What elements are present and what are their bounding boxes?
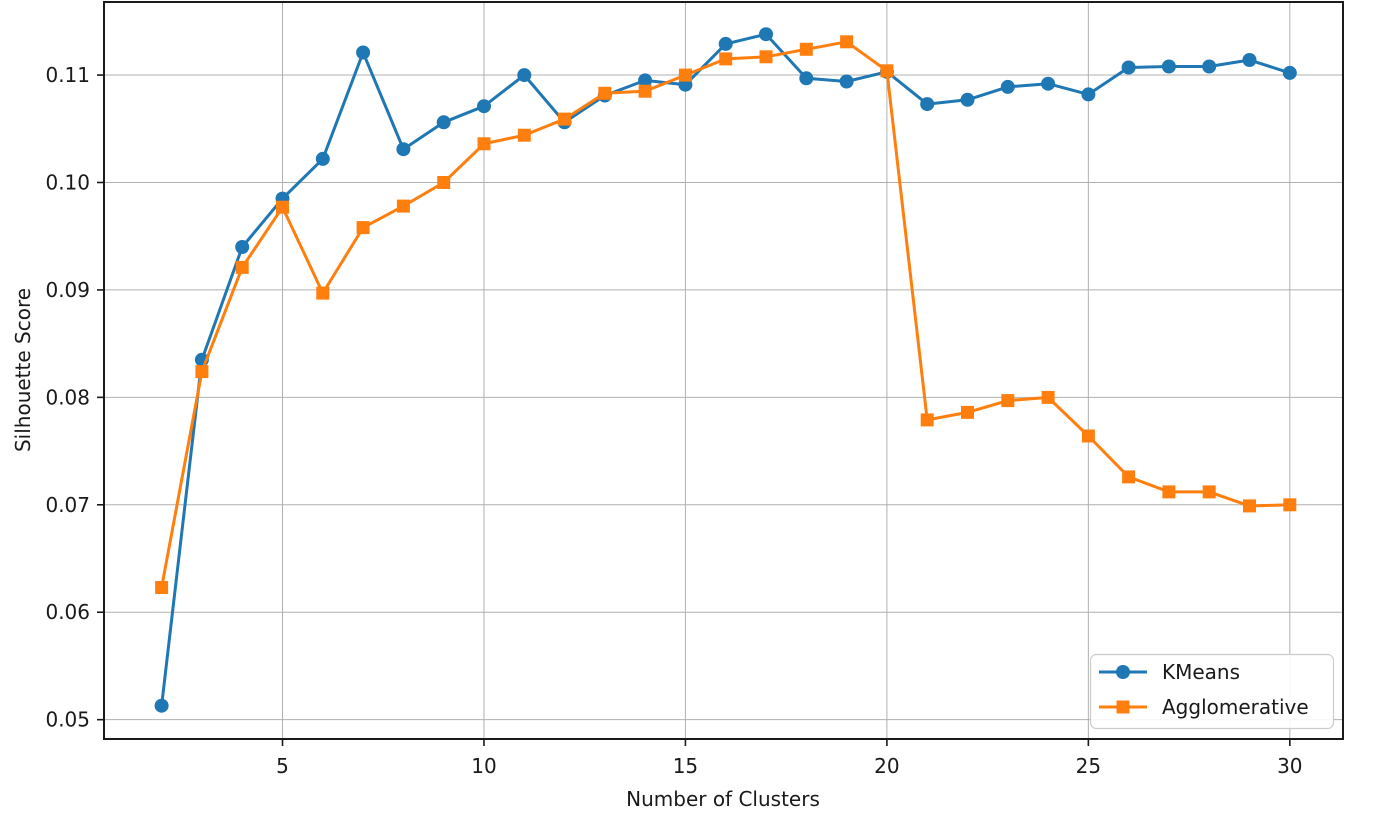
marker-agglomerative bbox=[1283, 498, 1297, 512]
marker-agglomerative bbox=[1243, 499, 1256, 513]
marker-agglomerative bbox=[1162, 485, 1176, 499]
marker-kmeans bbox=[759, 27, 773, 42]
marker-kmeans bbox=[960, 92, 975, 107]
y-tick-label: 0.07 bbox=[45, 493, 90, 517]
axes-frame bbox=[103, 1, 1344, 740]
marker-agglomerative bbox=[437, 176, 451, 189]
marker-kmeans bbox=[396, 142, 411, 157]
marker-agglomerative bbox=[1081, 429, 1095, 443]
marker-agglomerative bbox=[961, 405, 974, 419]
legend-label-kmeans: KMeans bbox=[1162, 660, 1240, 684]
legend-frame bbox=[1089, 653, 1335, 730]
marker-agglomerative bbox=[638, 84, 652, 98]
series-line-kmeans bbox=[160, 32, 1292, 708]
marker-kmeans bbox=[154, 698, 169, 713]
marker-agglomerative bbox=[155, 581, 169, 594]
marker-kmeans bbox=[799, 71, 814, 86]
marker-agglomerative bbox=[759, 50, 773, 64]
marker-agglomerative bbox=[195, 365, 209, 379]
marker-kmeans bbox=[1121, 60, 1136, 75]
marker-agglomerative bbox=[1041, 390, 1055, 404]
marker-agglomerative bbox=[920, 413, 934, 427]
series-layer bbox=[154, 27, 1297, 713]
legend: KMeans Agglomerative bbox=[1089, 653, 1335, 730]
x-tick-label: 20 bbox=[874, 754, 899, 778]
marker-kmeans bbox=[436, 115, 451, 130]
marker-kmeans bbox=[356, 45, 371, 60]
x-tick-label: 5 bbox=[276, 754, 289, 778]
marker-agglomerative bbox=[598, 86, 612, 100]
marker-kmeans bbox=[1081, 87, 1096, 102]
series-line-agglomerative bbox=[160, 40, 1292, 589]
marker-agglomerative bbox=[880, 64, 894, 78]
marker-agglomerative bbox=[719, 52, 733, 66]
marker-kmeans bbox=[477, 99, 491, 114]
marker-agglomerative bbox=[1122, 470, 1136, 484]
marker-kmeans bbox=[638, 73, 653, 88]
marker-kmeans bbox=[920, 97, 935, 112]
marker-agglomerative bbox=[316, 286, 330, 300]
marker-agglomerative bbox=[276, 200, 289, 214]
marker-agglomerative bbox=[356, 221, 370, 235]
marker-kmeans bbox=[235, 240, 250, 254]
kmeans-circle-marker-icon bbox=[1116, 665, 1130, 679]
marker-agglomerative bbox=[396, 199, 410, 213]
marker-kmeans bbox=[718, 36, 733, 51]
y-tick-label: 0.10 bbox=[45, 170, 90, 194]
y-axis-label: Silhouette Score bbox=[11, 288, 35, 452]
marker-agglomerative bbox=[678, 68, 692, 82]
marker-kmeans bbox=[1041, 76, 1056, 91]
x-tick-label: 10 bbox=[471, 754, 496, 778]
y-tick-label: 0.09 bbox=[45, 278, 90, 302]
y-tick-label: 0.05 bbox=[45, 708, 90, 732]
marker-agglomerative bbox=[477, 137, 491, 151]
y-tick-label: 0.08 bbox=[45, 385, 90, 409]
marker-kmeans bbox=[1282, 65, 1297, 80]
legend-item-kmeans: KMeans bbox=[1099, 660, 1240, 684]
marker-kmeans bbox=[1161, 59, 1176, 74]
legend-item-agglomerative: Agglomerative bbox=[1099, 695, 1309, 719]
marker-kmeans bbox=[1242, 53, 1257, 67]
marker-kmeans bbox=[1202, 59, 1217, 74]
x-tick-label: 25 bbox=[1076, 754, 1101, 778]
x-tick-label: 30 bbox=[1277, 754, 1302, 778]
x-axis-label: Number of Clusters bbox=[626, 787, 820, 811]
x-tick-label: 15 bbox=[673, 754, 698, 778]
marker-kmeans bbox=[315, 151, 330, 166]
marker-agglomerative bbox=[1202, 485, 1216, 499]
y-tick-label: 0.11 bbox=[45, 63, 90, 87]
marker-agglomerative bbox=[799, 42, 813, 56]
y-tick-label: 0.06 bbox=[45, 600, 90, 624]
marker-agglomerative bbox=[558, 112, 571, 126]
grid-layer bbox=[104, 2, 1343, 739]
marker-kmeans bbox=[1000, 79, 1015, 94]
tick-layer: 5 10 15 20 25 30 0.05 0.06 0.07 0.08 0.09 0.10 0.11 bbox=[45, 63, 1302, 778]
marker-agglomerative bbox=[235, 260, 249, 274]
marker-agglomerative bbox=[840, 35, 854, 49]
marker-kmeans bbox=[517, 68, 532, 83]
agglomerative-square-marker-icon bbox=[1116, 700, 1130, 714]
marker-kmeans bbox=[839, 74, 854, 89]
marker-agglomerative bbox=[1001, 394, 1015, 408]
marker-agglomerative bbox=[517, 128, 531, 142]
legend-label-agglomerative: Agglomerative bbox=[1162, 695, 1309, 719]
